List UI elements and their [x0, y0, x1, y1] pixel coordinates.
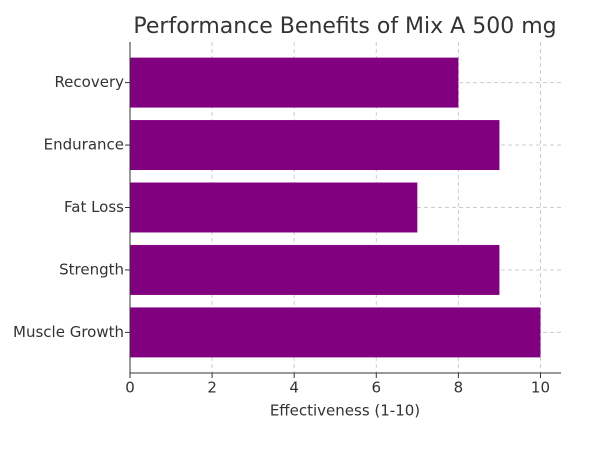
bar: [130, 182, 418, 233]
y-tick-label: Muscle Growth: [13, 323, 124, 341]
bar: [130, 307, 541, 358]
x-tick-label: 6: [372, 379, 382, 397]
bar: [130, 120, 500, 171]
x-tick-label: 10: [531, 379, 550, 397]
chart-title: Performance Benefits of Mix A 500 mg: [133, 14, 556, 39]
y-tick-label: Recovery: [54, 73, 124, 91]
y-tick-label: Endurance: [44, 136, 124, 154]
y-tick-label: Strength: [59, 260, 124, 278]
x-tick-label: 4: [289, 379, 299, 397]
x-tick-label: 0: [125, 379, 135, 397]
x-tick-label: 2: [207, 379, 217, 397]
x-tick-label: 8: [454, 379, 464, 397]
x-axis-label: Effectiveness (1-10): [270, 402, 420, 420]
y-tick-label: Fat Loss: [64, 198, 124, 216]
bar: [130, 244, 500, 295]
bar: [130, 57, 459, 108]
